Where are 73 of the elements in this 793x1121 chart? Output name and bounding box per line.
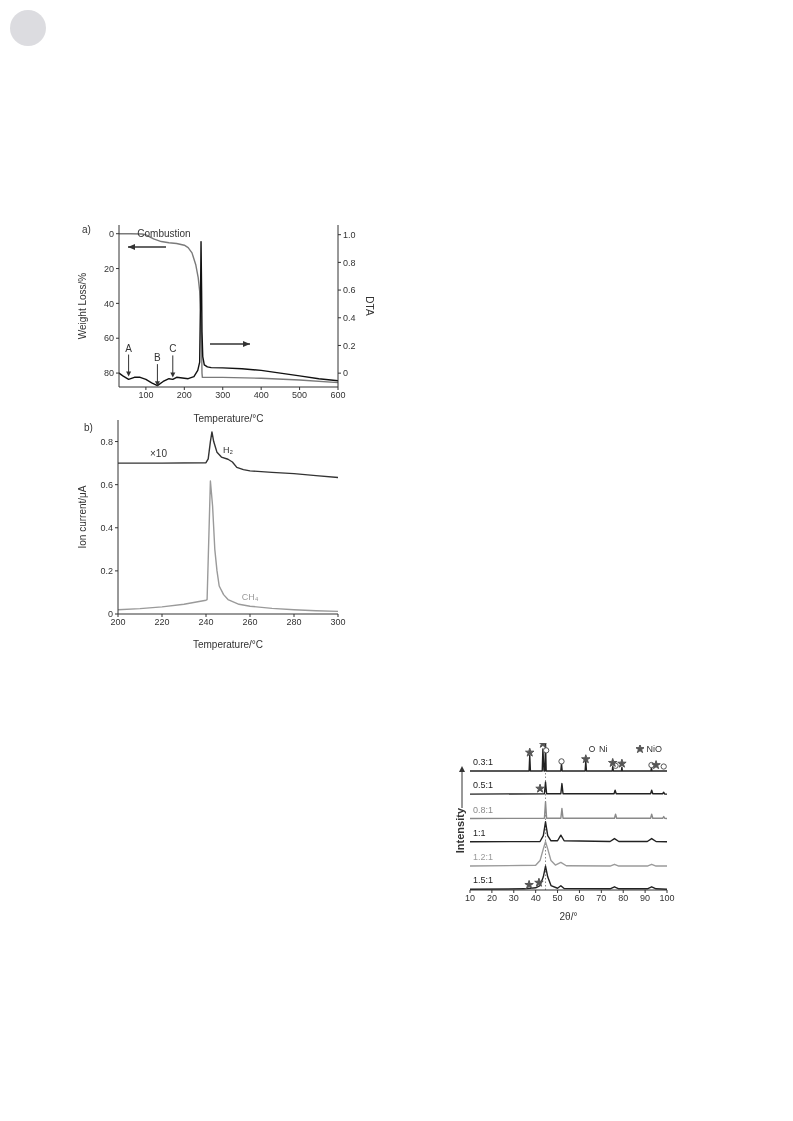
y2-tick-label: 0.6 [343,285,356,296]
x-tick-label: 260 [242,617,258,628]
x-tick-label: 60 [574,893,585,904]
x-tick-label: 240 [198,617,214,628]
series-label: 1.2:1 [473,852,494,863]
series-label: 1.5:1 [473,875,494,886]
annotation: C [169,343,177,355]
legend-label: NiO [646,744,662,754]
x-tick-label: 300 [330,617,346,628]
series-label: 0.8:1 [473,804,494,815]
point [608,757,618,767]
x-tick-label: 200 [176,390,192,401]
x-axis-title: Temperature/°C [192,639,264,650]
x-tick-label: 280 [286,617,302,628]
y2-tick-label: 0 [343,368,349,379]
y-tick-label: 0.6 [100,479,113,490]
point [525,747,535,757]
y-tick-label: 0 [108,228,114,239]
y-axis-title: Weight Loss/% [76,272,88,340]
series-label: H₂ [223,445,234,456]
y-tick-label: 80 [103,368,114,379]
annotation: A [125,342,133,354]
x-tick-label: 80 [618,893,629,904]
x-tick-label: 90 [640,893,651,904]
text: b) [84,422,93,433]
x-tick-label: 300 [215,390,231,401]
x-axis-title: Temperature/°C [193,413,264,424]
x-tick-label: 50 [552,893,563,904]
x-tick-label: 100 [138,390,154,401]
y2-tick-label: 0.2 [343,340,356,351]
x-tick-label: 500 [292,390,308,401]
series-label: 1:1 [473,827,486,838]
point [524,879,534,889]
point [534,877,544,887]
y-axis-title: Intensity [454,808,466,854]
y2-tick-label: 0.4 [343,312,356,323]
y-tick-label: 20 [103,263,114,274]
point [651,760,661,770]
series-label: 0.3:1 [473,756,494,767]
y2-axis-title: DTA [364,296,376,316]
x-tick-label: 200 [110,617,126,628]
point [660,763,667,770]
legend-label: Ni [599,744,608,754]
y-tick-label: 60 [103,333,114,344]
point [558,758,565,765]
point [543,747,550,754]
y-tick-label: 0.4 [100,522,113,533]
y2-tick-label: 0.8 [343,257,356,268]
point [535,783,545,793]
y-tick-label: 0.2 [100,566,113,577]
x-tick-label: 70 [596,893,607,904]
point [617,758,627,768]
text: a) [82,224,91,235]
x-tick-label: 600 [330,390,346,401]
y-tick-label: 0.8 [100,436,113,447]
x-tick-label: 30 [508,893,519,904]
x-tick-label: 100 [659,893,675,904]
point [581,754,591,764]
series-label: CH₄ [241,592,259,603]
y2-tick-label: 1.0 [343,229,356,240]
x-tick-label: 10 [464,893,476,904]
y-axis-title: Ion current/μA [76,485,88,549]
y-tick-label: 0 [107,609,113,620]
annotation: B [154,352,162,364]
x-tick-label: 20 [486,893,497,904]
x-tick-label: 40 [530,893,541,904]
x-tick-label: 220 [154,617,170,628]
series-label: 0.5:1 [473,780,494,791]
y-tick-label: 40 [103,298,114,309]
x-axis-title: 2θ/° [559,911,578,922]
x-tick-label: 400 [253,390,269,401]
annotation: Combustion [137,228,191,239]
annotation: ×10 [150,448,167,459]
